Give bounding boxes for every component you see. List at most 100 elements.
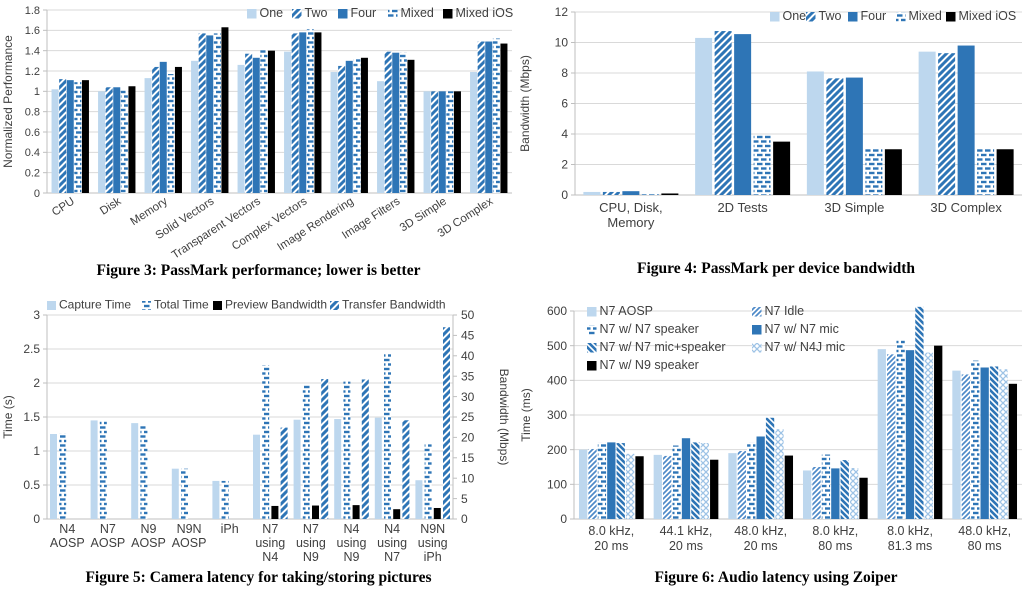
svg-text:6: 6 — [561, 97, 568, 111]
bar — [980, 367, 989, 519]
legend-swatch — [47, 301, 56, 310]
bar — [845, 77, 863, 195]
svg-text:8.0 kHz,: 8.0 kHz, — [887, 524, 933, 538]
svg-text:0.6: 0.6 — [25, 127, 40, 139]
svg-text:200: 200 — [547, 443, 567, 457]
svg-text:CPU: CPU — [50, 195, 77, 218]
gridlines — [574, 310, 1022, 485]
bar — [905, 350, 915, 519]
bar — [198, 33, 206, 194]
bar — [393, 509, 401, 519]
svg-text:Image Rendering: Image Rendering — [275, 195, 356, 253]
bar — [152, 66, 160, 193]
svg-text:N4: N4 — [384, 522, 400, 536]
bar — [377, 81, 385, 193]
legend-swatch — [752, 307, 762, 317]
svg-text:30: 30 — [461, 390, 475, 404]
bar — [957, 45, 975, 195]
bar — [284, 51, 292, 193]
bar — [191, 60, 199, 194]
legend-label: N7 AOSP — [600, 304, 654, 318]
svg-text:Memory: Memory — [607, 215, 654, 230]
svg-text:0.5: 0.5 — [23, 478, 40, 492]
bar — [734, 34, 752, 195]
svg-text:40: 40 — [461, 349, 475, 363]
svg-text:using: using — [377, 536, 407, 550]
svg-text:8.0 kHz,: 8.0 kHz, — [812, 524, 858, 538]
legend-label: Total Time — [154, 298, 209, 312]
bar — [616, 443, 625, 519]
bar — [299, 32, 307, 193]
bar — [260, 48, 268, 194]
svg-text:N7: N7 — [384, 550, 400, 564]
y-axis-titles: Time (s) Bandwidth (Mbps) — [1, 369, 511, 466]
legend-label: Two — [305, 6, 328, 20]
bar — [128, 86, 136, 193]
bar — [345, 60, 353, 194]
svg-text:1: 1 — [34, 86, 40, 98]
bar — [212, 480, 220, 519]
svg-text:20: 20 — [461, 431, 475, 445]
bar — [271, 505, 279, 519]
bar — [321, 379, 329, 519]
bar — [999, 369, 1008, 519]
bar — [485, 41, 493, 194]
bar — [918, 51, 936, 196]
bar — [583, 191, 601, 195]
bar — [602, 191, 620, 195]
y-axis-titles: Bandwidth (Mbps) — [518, 55, 532, 152]
bar — [635, 456, 644, 519]
legend-swatch — [752, 325, 762, 335]
bar — [314, 32, 322, 193]
bar — [446, 91, 454, 193]
bar — [90, 420, 98, 519]
bar — [66, 80, 74, 193]
svg-text:0: 0 — [461, 512, 468, 526]
bar — [989, 366, 999, 519]
legend-label: Capture Time — [59, 298, 131, 312]
bar — [821, 454, 831, 519]
bars — [578, 306, 1018, 519]
figure-6-panel: 0 100 200 300 400 500 600 Time (ms) 8.0 kHz, 20 m… — [517, 295, 1035, 599]
bar — [113, 87, 121, 193]
svg-text:N4: N4 — [262, 550, 278, 564]
svg-text:10: 10 — [461, 471, 475, 485]
bar — [343, 381, 351, 519]
svg-text:AOSP: AOSP — [91, 536, 126, 550]
y-axis-tick-labels: 0 100 200 300 400 500 600 — [547, 304, 567, 526]
legend-swatch — [587, 361, 597, 371]
bar — [915, 306, 924, 519]
legend-swatch — [338, 9, 348, 19]
bar — [353, 58, 361, 193]
bar — [167, 74, 175, 193]
bar — [50, 434, 57, 519]
svg-text:AOSP: AOSP — [50, 536, 85, 550]
legend-label: N7 w/ N4J mic — [765, 340, 846, 354]
svg-text:1.6: 1.6 — [25, 25, 40, 37]
figure-4-panel: 0 2 4 6 8 10 12 Bandwidth (Mbps) CPU, Disk, Memor… — [517, 0, 1035, 292]
bar — [352, 505, 360, 519]
bar — [938, 53, 956, 195]
legend-swatch — [587, 325, 597, 335]
svg-text:8.0 kHz,: 8.0 kHz, — [588, 524, 634, 538]
svg-text:25: 25 — [461, 410, 475, 424]
bar — [597, 442, 607, 519]
svg-text:0: 0 — [33, 512, 40, 526]
bar — [1008, 383, 1018, 519]
svg-text:Transparent Vectors: Transparent Vectors — [170, 195, 263, 260]
bar — [934, 345, 943, 519]
legend-swatch — [142, 301, 151, 310]
svg-text:CPU, Disk,: CPU, Disk, — [599, 200, 663, 215]
svg-text:N9N: N9N — [420, 522, 445, 536]
svg-text:N4: N4 — [344, 522, 360, 536]
bar — [120, 89, 128, 193]
svg-text:Memory: Memory — [129, 195, 171, 228]
bar — [105, 87, 113, 193]
svg-text:2D Tests: 2D Tests — [717, 200, 768, 215]
figure-6-caption: Figure 6: Audio latency using Zoiper — [654, 569, 898, 586]
bar — [802, 470, 812, 519]
bar — [407, 59, 415, 193]
